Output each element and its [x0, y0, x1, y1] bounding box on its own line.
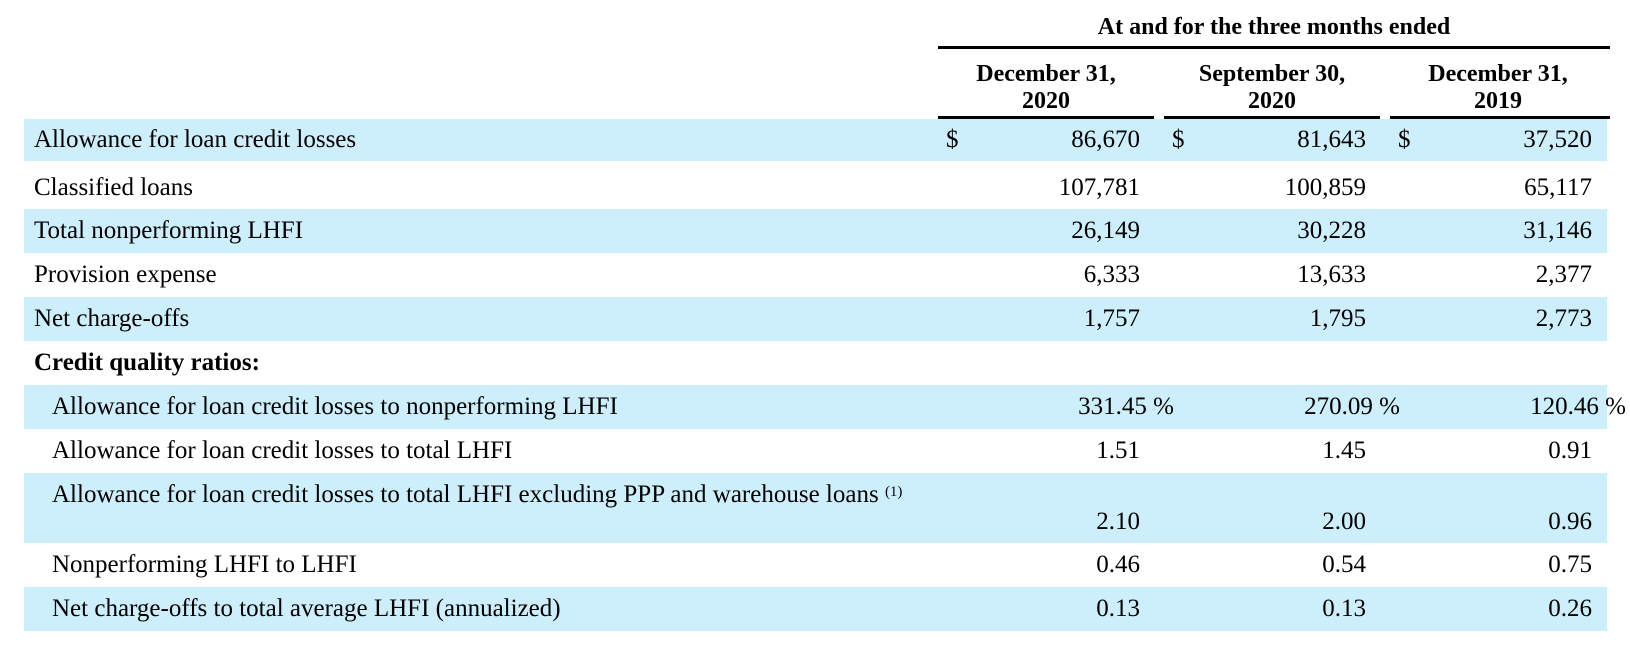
value-dec-2019: 120.46 % [1530, 393, 1626, 420]
column-rule-sep-2020 [1164, 116, 1380, 119]
row-label: Allowance for loan credit losses [34, 126, 357, 153]
table-row: Nonperforming LHFI to LHFI 0.46 0.54 0.7… [24, 543, 1607, 587]
table-row: Allowance for loan credit losses to nonp… [24, 385, 1626, 429]
value-dec-2020: 0.46 [1096, 551, 1140, 578]
value-dec-2019: 0.96 [1548, 508, 1592, 535]
span-rule [938, 46, 1610, 49]
column-header-sep-2020: September 30, 2020 [1198, 61, 1346, 114]
value-dec-2020: 107,781 [1058, 174, 1140, 201]
row-label: Nonperforming LHFI to LHFI [52, 551, 357, 578]
row-label: Allowance for loan credit losses to tota… [52, 481, 903, 508]
value-dec-2020: 86,670 [1071, 126, 1140, 153]
value-dec-2019: 31,146 [1523, 217, 1592, 244]
table-row: Classified loans 107,781 100,859 65,117 [24, 167, 1607, 209]
value-sep-2020: 1,795 [1309, 305, 1366, 332]
value-dec-2019: 0.75 [1548, 551, 1592, 578]
value-dec-2020: 6,333 [1083, 261, 1140, 288]
value-dec-2019: 2,377 [1535, 261, 1592, 288]
value-dec-2019: 65,117 [1524, 174, 1592, 201]
value-dec-2019: 0.91 [1548, 437, 1592, 464]
value-dec-2020: 1.51 [1096, 437, 1140, 464]
value-sep-2020: 1.45 [1322, 437, 1366, 464]
row-label: Allowance for loan credit losses to tota… [52, 437, 513, 464]
value-dec-2019: 0.26 [1548, 595, 1592, 622]
currency-symbol: $ [1398, 126, 1411, 153]
value-dec-2019: 37,520 [1523, 126, 1592, 153]
table-row: Allowance for loan credit losses to tota… [24, 429, 1607, 473]
value-dec-2020: 1,757 [1083, 305, 1140, 332]
table-row: Net charge-offs to total average LHFI (a… [24, 587, 1607, 631]
value-sep-2020: 100,859 [1284, 174, 1366, 201]
table-row: Allowance for loan credit losses $ 86,67… [24, 119, 1607, 161]
row-label: Total nonperforming LHFI [34, 217, 304, 244]
value-sep-2020: 0.13 [1322, 595, 1366, 622]
value-sep-2020: 270.09 % [1304, 393, 1400, 420]
row-label: Allowance for loan credit losses to nonp… [52, 393, 618, 420]
value-sep-2020: 13,633 [1297, 261, 1366, 288]
value-dec-2020: 2.10 [1096, 508, 1140, 535]
value-dec-2019: 2,773 [1535, 305, 1592, 332]
value-dec-2020: 0.13 [1096, 595, 1140, 622]
table-row: Allowance for loan credit losses to tota… [24, 473, 1607, 543]
row-label: Classified loans [34, 174, 194, 201]
section-heading-row: Credit quality ratios: [24, 341, 1607, 385]
value-sep-2020: 2.00 [1322, 508, 1366, 535]
row-label: Provision expense [34, 261, 217, 288]
row-label: Net charge-offs [34, 305, 190, 332]
column-rule-dec-2020 [938, 116, 1154, 119]
section-heading: Credit quality ratios: [34, 349, 260, 376]
table-row: Provision expense 6,333 13,633 2,377 [24, 253, 1607, 297]
value-dec-2020: 26,149 [1071, 217, 1140, 244]
value-sep-2020: 30,228 [1297, 217, 1366, 244]
value-sep-2020: 0.54 [1322, 551, 1366, 578]
column-header-dec-2020: December 31, 2020 [976, 61, 1116, 114]
column-header-dec-2019: December 31, 2019 [1428, 61, 1568, 114]
value-sep-2020: 81,643 [1297, 126, 1366, 153]
column-rule-dec-2019 [1390, 116, 1610, 119]
footnote-marker: (1) [884, 484, 903, 500]
value-dec-2020: 331.45 % [1078, 393, 1174, 420]
row-label: Net charge-offs to total average LHFI (a… [52, 595, 561, 622]
currency-symbol: $ [946, 126, 959, 153]
table-row: Total nonperforming LHFI 26,149 30,228 3… [24, 209, 1607, 253]
table-row: Net charge-offs 1,757 1,795 2,773 [24, 297, 1607, 341]
period-span-title: At and for the three months ended [1097, 14, 1451, 40]
currency-symbol: $ [1172, 126, 1185, 153]
